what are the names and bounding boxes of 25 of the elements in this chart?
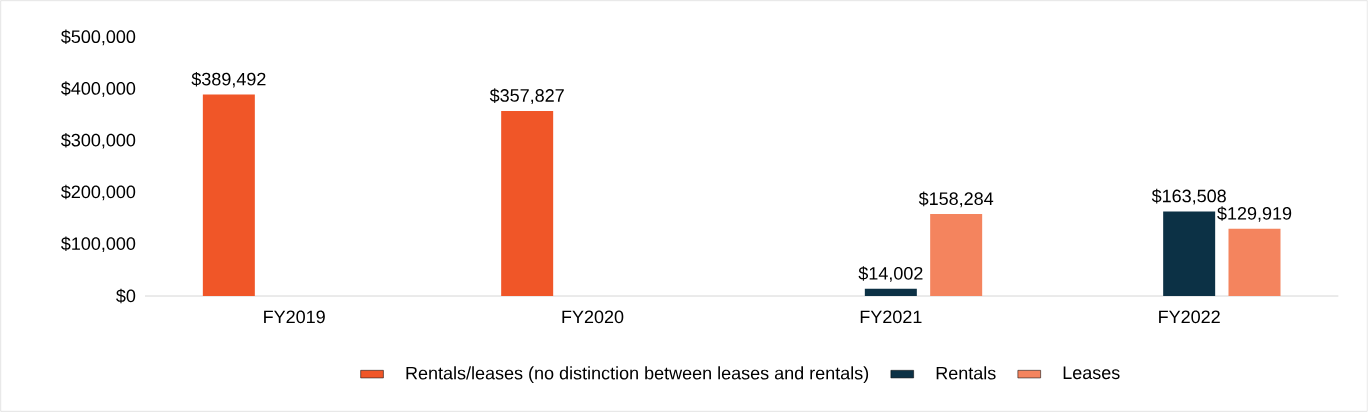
bar bbox=[202, 94, 255, 296]
y-tick-label: $300,000 bbox=[61, 133, 136, 149]
y-tick-label: $0 bbox=[116, 288, 136, 304]
bar bbox=[864, 288, 917, 296]
x-tick-label: FY2019 bbox=[264, 310, 325, 324]
x-tick-label: FY2022 bbox=[1159, 310, 1220, 324]
bar bbox=[1228, 228, 1281, 296]
y-tick-label: $500,000 bbox=[61, 29, 136, 46]
y-tick-label: $100,000 bbox=[61, 236, 136, 253]
x-tick-label: FY2021 bbox=[860, 310, 922, 324]
data-label: $357,827 bbox=[489, 88, 564, 104]
data-label: $129,919 bbox=[1217, 206, 1292, 222]
bar bbox=[1163, 211, 1216, 296]
legend-label: Rentals bbox=[936, 366, 996, 380]
data-label: $389,492 bbox=[191, 71, 266, 88]
data-label: $158,284 bbox=[918, 191, 994, 208]
y-tick-label: $200,000 bbox=[61, 184, 136, 201]
data-label: $14,002 bbox=[858, 266, 923, 282]
x-tick-label: FY2020 bbox=[562, 310, 624, 324]
bar bbox=[501, 110, 554, 296]
bar bbox=[930, 214, 983, 296]
legend-label: Leases bbox=[1063, 366, 1120, 380]
y-tick-label: $400,000 bbox=[61, 81, 136, 97]
data-label: $163,508 bbox=[1151, 188, 1226, 205]
legend-label: Rentals/leases (no distinction between leases and rentals) bbox=[406, 366, 869, 384]
